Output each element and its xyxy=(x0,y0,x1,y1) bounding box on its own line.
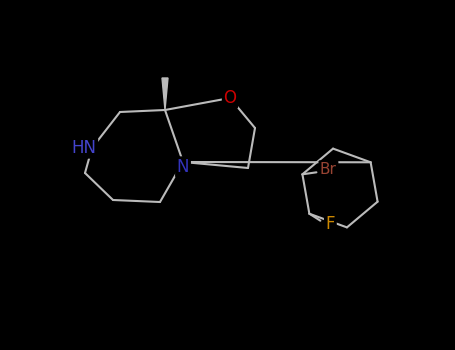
Text: Br: Br xyxy=(320,162,337,177)
Text: F: F xyxy=(326,215,335,233)
Text: N: N xyxy=(177,158,189,176)
Text: O: O xyxy=(223,89,237,107)
Polygon shape xyxy=(162,78,168,110)
Text: HN: HN xyxy=(71,139,96,157)
